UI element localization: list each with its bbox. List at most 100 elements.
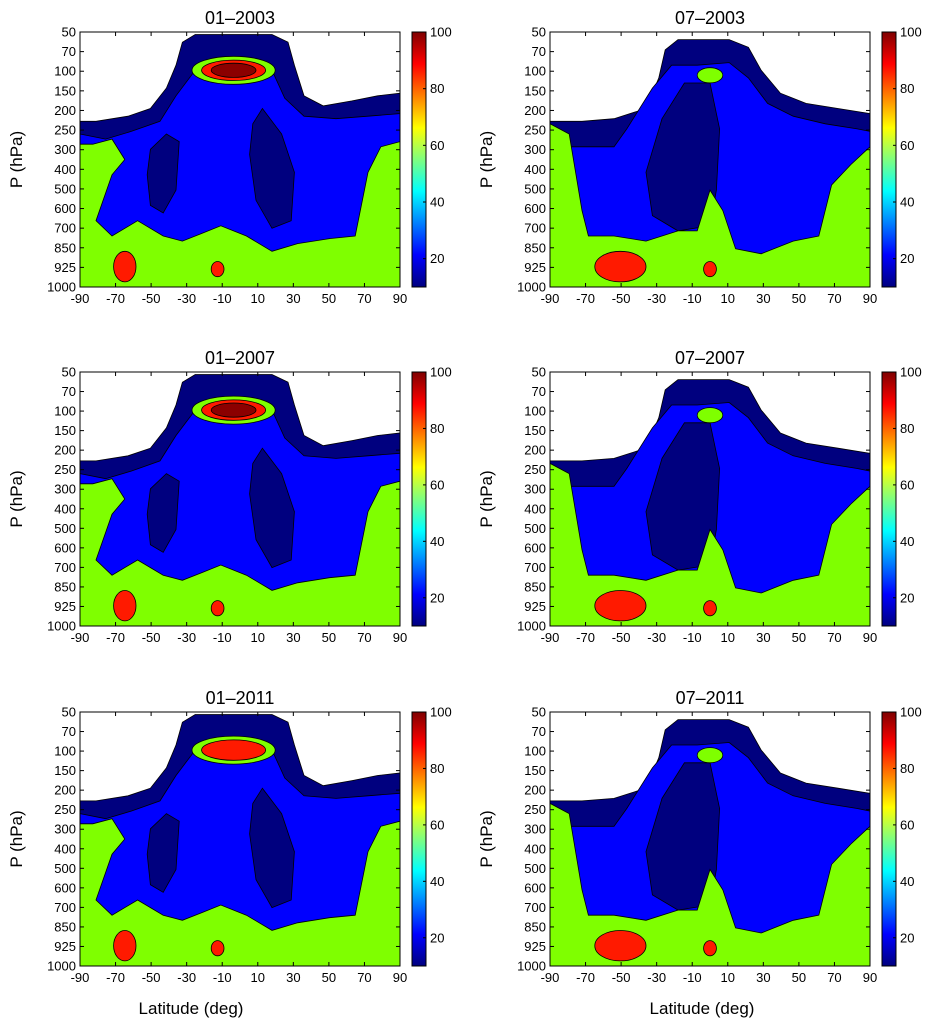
y-tick-label: 100 (524, 64, 546, 79)
y-tick-label: 700 (54, 900, 76, 915)
x-tick-label: 90 (393, 291, 407, 306)
colorbar-tick-label: 80 (430, 81, 444, 96)
tropical-maximum-60-80 (696, 407, 724, 424)
plot-frame (549, 31, 871, 288)
colorbar-tick-label: 60 (430, 138, 444, 153)
x-tick-label: 30 (756, 291, 770, 306)
y-tick-label: 200 (54, 443, 76, 458)
contour-band-60-80 (79, 818, 401, 967)
y-tick-label: 100 (54, 744, 76, 759)
x-axis-label: Latitude (deg) (650, 999, 755, 1018)
y-tick-label: 100 (54, 64, 76, 79)
y-tick-label: 1000 (47, 619, 76, 634)
y-tick-label: 200 (54, 103, 76, 118)
y-tick-label: 100 (524, 404, 546, 419)
colorbar (411, 711, 427, 967)
panel-title: 01–2007 (205, 348, 275, 368)
low-level-maximum-80-90 (113, 930, 137, 962)
contour-band-60-80 (549, 462, 871, 627)
contour-blob-10-30 (146, 473, 180, 553)
contour-band-60-80 (79, 478, 401, 627)
y-tick-label: 600 (524, 201, 546, 216)
y-tick-label: 150 (54, 83, 76, 98)
y-tick-label: 200 (524, 103, 546, 118)
y-tick-label: 70 (62, 384, 76, 399)
contour-blob-10-30 (249, 107, 295, 229)
y-tick-label: 500 (524, 181, 546, 196)
x-tick-label: 90 (393, 970, 407, 985)
colorbar-tick-label: 60 (900, 477, 914, 492)
colorbar-tick-label: 20 (430, 590, 444, 605)
x-tick-label: -90 (71, 291, 90, 306)
y-tick-label: 925 (524, 599, 546, 614)
y-tick-label: 500 (524, 861, 546, 876)
panel-title: 07–2003 (675, 8, 745, 28)
x-tick-label: 30 (286, 630, 300, 645)
x-tick-label: 30 (756, 630, 770, 645)
x-tick-label: -30 (177, 630, 196, 645)
y-tick-label: 850 (54, 240, 76, 255)
x-tick-label: 10 (251, 630, 265, 645)
colorbar-tick-label: 80 (430, 761, 444, 776)
low-level-maximum-80-90 (703, 600, 717, 617)
y-tick-label: 500 (524, 521, 546, 536)
colorbar-tick-label: 20 (900, 251, 914, 266)
colorbar (411, 31, 427, 288)
x-tick-label: 50 (792, 630, 806, 645)
colorbar-tick-label: 40 (430, 874, 444, 889)
y-tick-label: 1000 (517, 619, 546, 634)
y-tick-label: 600 (54, 540, 76, 555)
x-tick-label: -50 (612, 970, 631, 985)
y-tick-label: 400 (54, 841, 76, 856)
x-tick-label: 10 (721, 291, 735, 306)
y-tick-label: 300 (54, 142, 76, 157)
y-tick-label: 150 (524, 423, 546, 438)
y-tick-label: 600 (54, 880, 76, 895)
colorbar (881, 371, 897, 627)
colorbar-tick-label: 40 (900, 195, 914, 210)
colorbar-tick-label: 80 (900, 761, 914, 776)
low-level-maximum-80-90 (113, 250, 137, 283)
y-tick-label: 925 (54, 260, 76, 275)
x-tick-label: 10 (721, 630, 735, 645)
x-tick-label: -10 (683, 970, 702, 985)
x-tick-label: 30 (286, 291, 300, 306)
y-tick-label: 700 (54, 560, 76, 575)
plot-frame (549, 711, 871, 967)
tropical-maximum-60-80 (696, 67, 724, 84)
colorbar-tick-label: 20 (900, 590, 914, 605)
panel-title: 01–2011 (206, 688, 275, 708)
y-tick-label: 850 (524, 240, 546, 255)
y-tick-label: 925 (54, 599, 76, 614)
y-tick-label: 200 (54, 783, 76, 798)
y-tick-label: 50 (62, 25, 76, 40)
y-axis-label: P (hPa) (7, 470, 26, 527)
y-tick-label: 400 (54, 162, 76, 177)
panel-title: 01–2003 (205, 8, 275, 28)
x-tick-label: 50 (322, 291, 336, 306)
y-tick-label: 850 (524, 579, 546, 594)
colorbar (881, 31, 897, 288)
y-tick-label: 925 (524, 260, 546, 275)
x-tick-label: 90 (863, 970, 877, 985)
x-tick-label: -90 (71, 970, 90, 985)
y-tick-label: 1000 (517, 280, 546, 295)
y-tick-label: 400 (524, 162, 546, 177)
y-tick-label: 150 (524, 763, 546, 778)
panel-6: 07–2011 50 70 100 150 200 250 300 400 500 600 700 85… (477, 688, 922, 985)
x-tick-label: 50 (792, 291, 806, 306)
x-tick-label: -70 (576, 630, 595, 645)
y-tick-label: 500 (54, 861, 76, 876)
colorbar-tick-label: 100 (430, 705, 452, 720)
x-tick-label: -30 (647, 291, 666, 306)
low-level-maximum-80-90 (594, 930, 647, 962)
panel-title: 07–2011 (676, 688, 745, 708)
y-tick-label: 300 (54, 822, 76, 837)
y-tick-label: 700 (524, 900, 546, 915)
y-tick-label: 925 (54, 939, 76, 954)
x-tick-label: -10 (683, 291, 702, 306)
x-tick-label: 70 (357, 970, 371, 985)
y-tick-label: 300 (54, 482, 76, 497)
x-tick-label: -70 (106, 291, 125, 306)
